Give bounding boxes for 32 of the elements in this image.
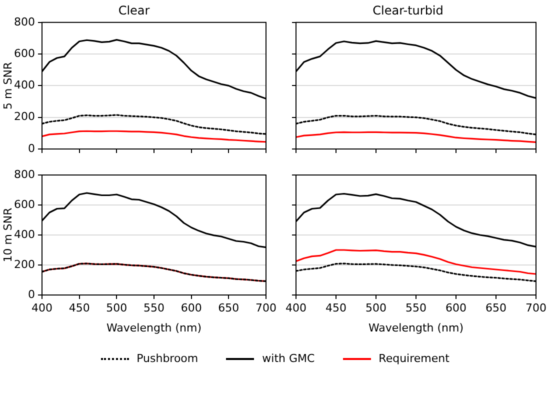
x-tick-label: 700 — [256, 301, 276, 314]
x-tick-label: 600 — [446, 301, 466, 314]
x-tick-label: 650 — [486, 301, 506, 314]
legend-label: with GMC — [262, 352, 315, 365]
x-tick-label: 400 — [286, 301, 306, 314]
y-axis-title: 5 m SNR — [1, 62, 14, 110]
y-tick-label: 400 — [14, 228, 35, 241]
y-tick-label: 400 — [14, 78, 35, 92]
y-tick-label: 200 — [14, 110, 35, 124]
x-tick-label: 450 — [68, 301, 90, 314]
chart-title: Clear — [118, 3, 150, 18]
x-tick-label: 550 — [406, 301, 426, 314]
x-tick-label: 550 — [144, 301, 164, 314]
chart-title: Clear-turbid — [372, 3, 444, 18]
x-axis-title: Wavelength (nm) — [368, 321, 464, 334]
y-tick-label: 600 — [14, 198, 35, 211]
y-tick-label: 0 — [28, 288, 35, 301]
y-tick-label: 200 — [14, 258, 35, 271]
y-tick-label: 0 — [28, 142, 35, 155]
x-tick-label: 500 — [106, 301, 128, 314]
y-tick-label: 800 — [14, 168, 35, 181]
x-axis-title: Wavelength (nm) — [106, 321, 202, 334]
x-tick-label: 600 — [180, 301, 202, 314]
x-tick-label: 500 — [366, 301, 386, 314]
y-axis-title: 10 m SNR — [1, 207, 14, 262]
x-tick-label: 650 — [218, 301, 240, 314]
legend-label: Requirement — [378, 352, 450, 365]
x-tick-label: 450 — [326, 301, 346, 314]
legend-label: Pushbroom — [136, 352, 198, 365]
y-tick-label: 800 — [14, 15, 35, 28]
x-tick-label: 700 — [526, 301, 546, 314]
y-tick-label: 600 — [14, 46, 35, 60]
